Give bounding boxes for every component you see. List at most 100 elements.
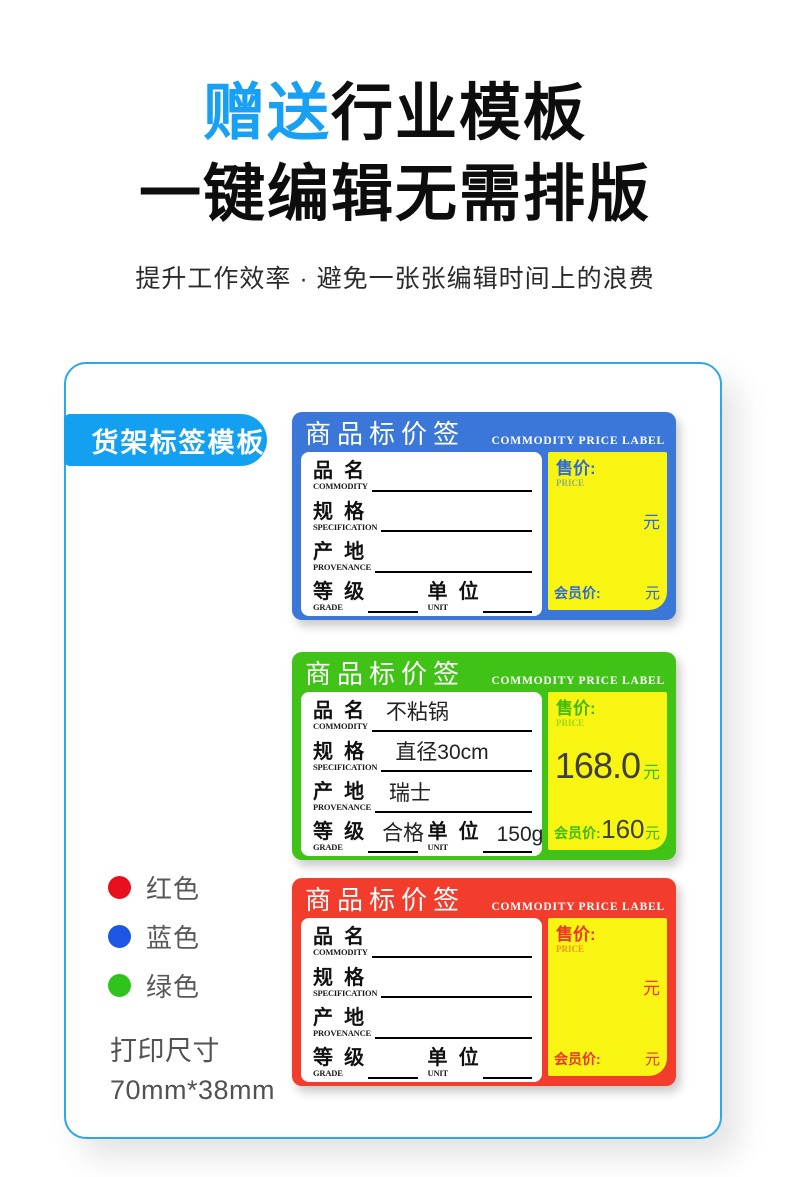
hero-subtitle: 提升工作效率 · 避免一张张编辑时间上的浪费 xyxy=(135,265,655,294)
field-en: PROVENANCE xyxy=(313,1027,371,1038)
field-zh: 等 级 xyxy=(313,581,365,604)
price-label-blue: 商品标价签 COMMODITY PRICE LABEL 品 名 COMMODITY… xyxy=(292,412,676,620)
label-price-panel: 售价: PRICE 元 会员价: 元 xyxy=(548,452,667,610)
field-value: 直径30cm xyxy=(395,741,489,765)
field-en: UNIT xyxy=(427,602,449,613)
field-row-specification: 规 格 SPECIFICATION 直径30cm xyxy=(313,737,532,773)
field-row-provenance: 产 地 PROVENANCE xyxy=(313,538,532,573)
print-size-value: 70mm*38mm xyxy=(110,1075,276,1106)
field-row-commodity: 品 名 COMMODITY xyxy=(313,457,532,492)
field-underline xyxy=(371,462,532,492)
label-title: 商品标价签 xyxy=(305,418,466,449)
member-price-row: 会员价: 160 元 xyxy=(554,816,660,843)
field-underline xyxy=(374,543,532,573)
member-price-value: 160 xyxy=(601,814,645,844)
field-underline: 不粘锅 xyxy=(371,701,532,732)
label-body: 品 名 COMMODITY 规 格 SPECIFICATION 产 地 PROVENA… xyxy=(301,918,667,1082)
field-zh: 规 格 xyxy=(313,740,365,763)
field-underline xyxy=(482,583,532,613)
price-line: 元 xyxy=(554,508,660,533)
label-price-panel: 售价: PRICE 168.0 元 会员价: 160 元 xyxy=(548,692,667,850)
field-zh: 产 地 xyxy=(313,540,365,563)
member-price-label: 会员价: xyxy=(554,825,601,841)
field-zh: 等 级 xyxy=(313,821,365,844)
member-price-row: 会员价: 元 xyxy=(554,582,660,603)
price-label-green: 商品标价签 COMMODITY PRICE LABEL 品 名 COMMODITY… xyxy=(292,652,676,860)
field-underline: 直径30cm xyxy=(381,741,532,773)
field-value: 150g xyxy=(496,822,544,846)
field-row-grade-unit: 等 级 GRADE 合格 单 位 UNIT 150g xyxy=(313,818,543,853)
label-title: 商品标价签 xyxy=(305,884,466,915)
field-underline: 合格 xyxy=(368,822,424,853)
print-size-title: 打印尺寸 xyxy=(110,1036,220,1066)
field-row-provenance: 产 地 PROVENANCE xyxy=(313,1004,532,1039)
field-en: PROVENANCE xyxy=(313,801,371,812)
field-row-grade-unit: 等 级 GRADE 单 位 UNIT xyxy=(313,578,532,613)
red-dot-icon xyxy=(108,876,131,899)
field-underline xyxy=(368,1049,418,1079)
field-underline xyxy=(482,1049,532,1079)
label-subtitle-en: COMMODITY PRICE LABEL xyxy=(491,901,665,913)
label-header: 商品标价签 COMMODITY PRICE LABEL xyxy=(301,658,667,688)
hero-title-rest: 行业模板 xyxy=(331,79,588,148)
label-price-panel: 售价: PRICE 元 会员价: 元 xyxy=(548,918,667,1076)
member-price-row: 会员价: 元 xyxy=(554,1048,660,1069)
field-zh: 品 名 xyxy=(313,926,365,949)
price-line: 168.0 元 xyxy=(554,748,660,784)
template-showcase-card: 货架标签模板 商品标价签 COMMODITY PRICE LABEL 品 名 CO… xyxy=(64,362,722,1139)
member-price-label: 会员价: xyxy=(554,1051,601,1067)
price-value: 168.0 xyxy=(554,745,641,787)
field-zh: 等 级 xyxy=(313,1047,365,1070)
label-fields-panel: 品 名 COMMODITY 不粘锅 规 格 SPECIFICATION 直径30cm… xyxy=(301,692,543,856)
field-zh: 产 地 xyxy=(313,780,365,803)
field-underline xyxy=(371,928,532,958)
field-row-specification: 规 格 SPECIFICATION xyxy=(313,963,532,999)
price-label-en: PRICE xyxy=(556,717,585,728)
legend-item-red: 红色 xyxy=(108,869,200,906)
field-row-specification: 规 格 SPECIFICATION xyxy=(313,497,532,533)
field-value: 瑞士 xyxy=(388,781,431,805)
price-label-text: 售价: xyxy=(556,925,596,944)
hero-title: 赠送行业模板 一键编辑无需排版 xyxy=(0,74,790,235)
field-en: GRADE xyxy=(313,602,343,613)
label-body: 品 名 COMMODITY 规 格 SPECIFICATION 产 地 PROVENA… xyxy=(301,452,667,616)
currency-yuan: 元 xyxy=(643,763,660,783)
label-title: 商品标价签 xyxy=(305,658,466,689)
field-zh: 规 格 xyxy=(313,500,365,523)
price-label-text: 售价: xyxy=(556,699,596,718)
field-en: GRADE xyxy=(313,842,343,853)
currency-yuan: 元 xyxy=(643,979,660,999)
price-label-red: 商品标价签 COMMODITY PRICE LABEL 品 名 COMMODITY… xyxy=(292,878,676,1086)
label-body: 品 名 COMMODITY 不粘锅 规 格 SPECIFICATION 直径30cm… xyxy=(301,692,667,856)
field-row-commodity: 品 名 COMMODITY 不粘锅 xyxy=(313,697,532,732)
field-row-grade-unit: 等 级 GRADE 单 位 UNIT xyxy=(313,1044,532,1079)
field-en: UNIT xyxy=(427,842,449,853)
field-zh: 品 名 xyxy=(313,460,365,483)
field-en: COMMODITY xyxy=(313,481,368,492)
field-en: COMMODITY xyxy=(313,947,368,958)
field-zh: 单 位 xyxy=(427,1047,479,1070)
field-row-commodity: 品 名 COMMODITY xyxy=(313,923,532,958)
currency-yuan: 元 xyxy=(644,1051,660,1068)
legend-item-blue: 蓝色 xyxy=(108,918,200,955)
label-fields-panel: 品 名 COMMODITY 规 格 SPECIFICATION 产 地 PROVENA… xyxy=(301,452,542,616)
field-en: UNIT xyxy=(427,1068,449,1079)
legend-label: 红色 xyxy=(146,874,201,904)
hero-title-line2: 一键编辑无需排版 xyxy=(138,159,651,229)
price-label-text: 售价: xyxy=(556,459,596,478)
hero-section: 赠送行业模板 一键编辑无需排版 提升工作效率 · 避免一张张编辑时间上的浪费 xyxy=(0,74,790,295)
field-zh: 产 地 xyxy=(313,1006,365,1029)
currency-yuan: 元 xyxy=(643,513,660,533)
print-size-note: 打印尺寸 70mm*38mm xyxy=(110,1032,275,1110)
legend-label: 蓝色 xyxy=(146,923,201,953)
field-value: 合格 xyxy=(382,821,425,845)
field-en: GRADE xyxy=(313,1068,343,1079)
field-zh: 单 位 xyxy=(427,581,479,604)
label-header: 商品标价签 COMMODITY PRICE LABEL xyxy=(301,418,667,448)
legend-label: 绿色 xyxy=(146,972,201,1002)
field-zh: 规 格 xyxy=(313,966,365,989)
field-en: SPECIFICATION xyxy=(313,761,378,772)
field-underline: 瑞士 xyxy=(374,782,532,813)
field-value: 不粘锅 xyxy=(385,701,449,724)
